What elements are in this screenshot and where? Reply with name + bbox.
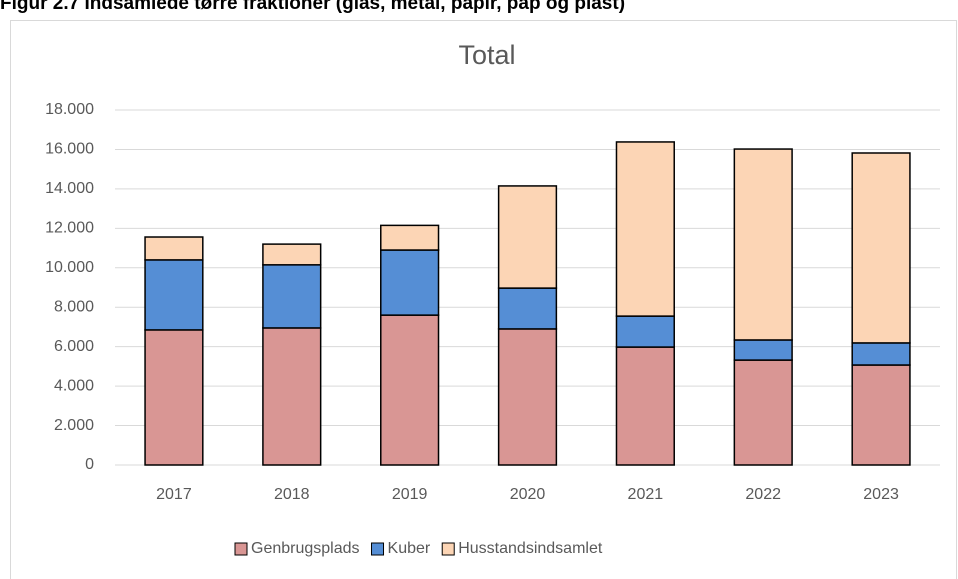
figure-heading: Figur 2.7 Indsamlede tørre fraktioner (g… bbox=[0, 0, 625, 14]
bar-segment bbox=[144, 259, 204, 331]
legend-swatch bbox=[441, 542, 455, 556]
bar-segment bbox=[380, 224, 440, 251]
legend-label: Kuber bbox=[388, 540, 431, 557]
y-tick-label: 6.000 bbox=[54, 338, 94, 355]
bar-segment bbox=[851, 364, 911, 466]
x-tick-label: 2017 bbox=[156, 486, 192, 503]
bar-segment bbox=[733, 359, 793, 466]
legend-swatch bbox=[234, 542, 248, 556]
legend-label: Husstandsindsamlet bbox=[458, 540, 603, 557]
bar-segment bbox=[262, 243, 322, 266]
x-tick-label: 2022 bbox=[745, 486, 781, 503]
y-tick-label: 14.000 bbox=[45, 180, 94, 197]
y-tick-label: 12.000 bbox=[45, 220, 94, 237]
x-tick-label: 2021 bbox=[628, 486, 664, 503]
bar-segment bbox=[497, 287, 558, 330]
x-tick-label: 2023 bbox=[863, 486, 899, 503]
bar-segment bbox=[497, 328, 558, 466]
bar-segment bbox=[262, 327, 322, 466]
chart-title: Total bbox=[458, 40, 515, 70]
bar-segment bbox=[262, 264, 322, 329]
bar-segment bbox=[851, 342, 911, 366]
y-tick-label: 16.000 bbox=[45, 141, 94, 158]
x-tick-label: 2020 bbox=[510, 486, 546, 503]
bar-segment bbox=[144, 236, 204, 261]
y-tick-label: 2.000 bbox=[54, 417, 94, 434]
x-tick-label: 2019 bbox=[392, 486, 428, 503]
bar-segment bbox=[497, 185, 558, 289]
y-tick-label: 0 bbox=[85, 456, 94, 473]
legend-swatch bbox=[371, 542, 385, 556]
x-tick-label: 2018 bbox=[274, 486, 310, 503]
bar-segment bbox=[615, 315, 675, 348]
y-tick-label: 8.000 bbox=[54, 298, 94, 315]
legend-label: Genbrugsplads bbox=[251, 540, 360, 557]
y-tick-label: 10.000 bbox=[45, 259, 94, 276]
y-tick-label: 18.000 bbox=[45, 101, 94, 118]
bar-segment bbox=[380, 249, 440, 316]
y-tick-label: 4.000 bbox=[54, 377, 94, 394]
bar-segment bbox=[733, 148, 793, 341]
bar-segment bbox=[851, 152, 911, 344]
bar-segment bbox=[615, 141, 675, 317]
bar-segment bbox=[615, 346, 675, 466]
bar-segment bbox=[380, 314, 440, 466]
bar-segment bbox=[733, 339, 793, 361]
bar-segment bbox=[144, 329, 204, 466]
